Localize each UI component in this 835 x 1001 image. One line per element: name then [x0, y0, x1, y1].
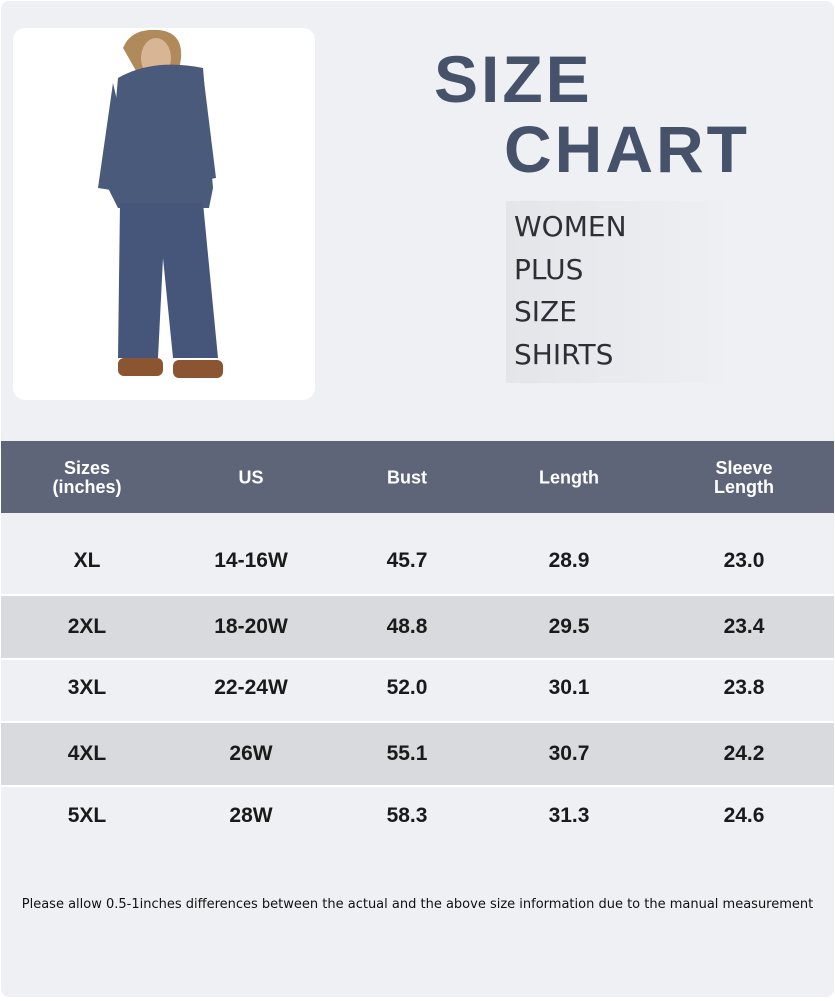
table-row: XL 14-16W 45.7 28.9 23.0 [1, 530, 834, 592]
table-cell: 58.3 [386, 803, 428, 827]
table-cell: 52.0 [386, 676, 428, 700]
table-cell: 48.8 [386, 614, 428, 638]
table-cell: 23.0 [723, 549, 765, 572]
table-cell: 2XL [67, 614, 107, 638]
table-cell: XL [73, 549, 101, 572]
header-text: Bust [387, 467, 427, 488]
title-line: CHART [504, 112, 750, 186]
table-row: 5XL 28W 58.3 31.3 24.6 [1, 785, 834, 847]
table-cell: 23.4 [723, 614, 765, 638]
table-cell: 29.5 [548, 614, 590, 638]
table-header: Sizes (inches) US Bust Length Sleeve Length [1, 441, 834, 513]
table-row: 4XL 26W 55.1 30.7 24.2 [1, 721, 834, 788]
table-cell: 22-24W [214, 676, 288, 700]
header-cell: Sizes (inches) [2, 459, 172, 497]
note: Please allow 0.5-1inches differences bet… [21, 897, 814, 912]
subtitle-line: WOMEN [514, 210, 627, 243]
header-cell: Sleeve Length [659, 459, 829, 497]
title-line: SIZE [434, 42, 593, 116]
table-cell: 45.7 [386, 549, 428, 572]
table-cell: 3XL [67, 676, 107, 700]
header-text: Sleeve [715, 458, 773, 478]
table-cell: 30.1 [548, 676, 590, 700]
subtitle-line: PLUS [514, 252, 584, 286]
table-cell: 28.9 [548, 549, 590, 572]
table-cell: 31.3 [548, 803, 590, 827]
table-cell: 5XL [67, 803, 107, 827]
table-cell: 30.7 [548, 742, 590, 766]
table-cell: 24.6 [723, 803, 765, 827]
subtitle-line: SHIRTS [514, 337, 614, 371]
header-cell: Bust [322, 467, 492, 488]
subtitle-line: SIZE [514, 295, 577, 328]
subtitle-box: WOMEN PLUS SIZE SHIRTS [506, 201, 736, 383]
table-cell: 4XL [67, 742, 107, 766]
model-figure [98, 29, 223, 378]
header-text: Sizes [63, 458, 111, 478]
table-cell: 26W [229, 742, 273, 766]
header-text: Length [714, 477, 774, 497]
table-cell: 24.2 [723, 742, 765, 766]
table-row: 3XL 22-24W 52.0 30.1 23.8 [1, 657, 834, 719]
header-text: Length [539, 467, 599, 488]
table-cell: 28W [229, 803, 273, 827]
header-text: US [238, 467, 264, 488]
header-text: (inches) [52, 477, 122, 497]
table-cell: 18-20W [214, 614, 288, 638]
header-cell: Length [484, 467, 654, 488]
header-cell: US [166, 467, 336, 488]
table-cell: 14-16W [214, 549, 288, 572]
table-row: 2XL 18-20W 48.8 29.5 23.4 [1, 593, 834, 660]
product-photo [13, 28, 315, 400]
table-cell: 55.1 [386, 742, 428, 766]
table-cell: 23.8 [723, 676, 765, 700]
